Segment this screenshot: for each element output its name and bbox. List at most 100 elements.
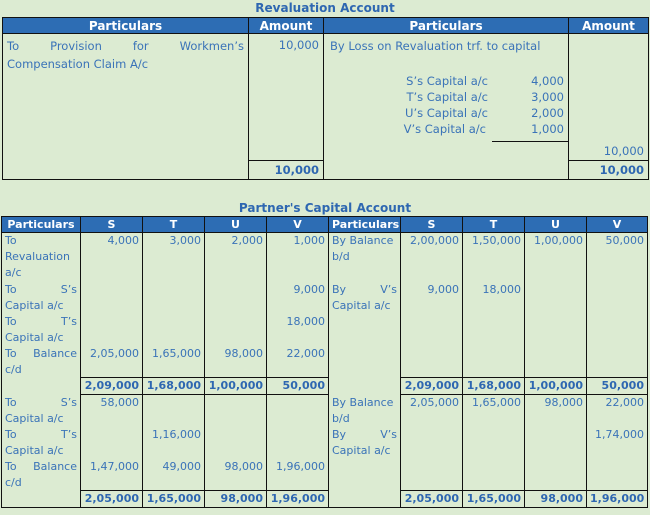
- amount-t: 1,16,000: [142, 426, 205, 459]
- amount-u: 98,000: [204, 345, 267, 378]
- total-u: 1,00,000: [524, 377, 587, 395]
- total-u: 1,00,000: [204, 377, 267, 395]
- empty-cell: [328, 490, 401, 508]
- empty-cell: [1, 377, 81, 395]
- amount-s: 58,000: [80, 394, 143, 427]
- amount-v: 22,000: [266, 345, 329, 378]
- amount-t: 49,000: [142, 458, 205, 491]
- credit-item: V’s Capital a/c 1,000: [330, 121, 568, 142]
- amount-u: [204, 394, 267, 427]
- amount-u: [204, 281, 267, 314]
- header-v-dr: V: [266, 216, 329, 233]
- table-row: To T’s Capital a/c 1,16,000 By V’s Capital…: [1, 426, 648, 491]
- header-amount-cr: Amount: [568, 17, 649, 34]
- amount-v: 18,000: [266, 313, 329, 346]
- item-amount: 1,000: [492, 121, 568, 142]
- credit-item: S’s Capital a/c 4,000: [330, 73, 568, 89]
- debit-particulars: To Provision for Workmen’s Compensation …: [2, 33, 249, 161]
- amount-t: 1,65,000: [142, 345, 205, 378]
- amount-s: 2,05,000: [400, 394, 463, 427]
- credit-total: 10,000: [568, 160, 649, 180]
- amount-v: 50,000: [586, 232, 648, 282]
- amount-u: [204, 426, 267, 459]
- header-t-cr: T: [462, 216, 525, 233]
- particulars: To T’s Capital a/c: [1, 426, 81, 459]
- total-s: 2,09,000: [80, 377, 143, 395]
- header-particulars-dr: Particulars: [2, 17, 249, 34]
- credit-particulars: By Loss on Revaluation trf. to capital S…: [323, 33, 569, 161]
- table-row: To Revaluation a/c 4,000 3,000 2,000 1,000…: [1, 232, 648, 282]
- total-u: 98,000: [204, 490, 267, 508]
- amount-s: [400, 426, 463, 491]
- total-v: 50,000: [586, 377, 648, 395]
- total-v: 50,000: [266, 377, 329, 395]
- total-t: 1,68,000: [142, 377, 205, 395]
- table-row: To Balance c/d 1,47,000 49,000 98,000 1,9…: [1, 458, 648, 491]
- empty-cell: [2, 160, 249, 180]
- amount-t: 3,000: [142, 232, 205, 282]
- total-s: 2,05,000: [80, 490, 143, 508]
- header-s-dr: S: [80, 216, 143, 233]
- total-v: 1,96,000: [586, 490, 648, 508]
- particulars: To Balance c/d: [1, 345, 81, 378]
- amount-s: 2,00,000: [400, 232, 463, 282]
- particulars: To Balance c/d: [1, 458, 81, 491]
- header-particulars-cr: Particulars: [323, 17, 569, 34]
- amount-v: 1,000: [266, 232, 329, 282]
- table-row: To T’s Capital a/c 18,000: [1, 313, 648, 346]
- header-u-cr: U: [524, 216, 587, 233]
- total-s: 2,09,000: [400, 377, 463, 395]
- total-row: 2,05,000 1,65,000 98,000 1,96,000 2,05,0…: [1, 490, 648, 508]
- amount-s: [80, 313, 143, 346]
- amount-t: [142, 394, 205, 427]
- amount-s: 4,000: [80, 232, 143, 282]
- particulars: To S’s Capital a/c: [1, 394, 81, 427]
- amount-v: 1,96,000: [266, 458, 329, 491]
- particulars: By Balance b/d: [328, 394, 401, 427]
- table-row: To S’s Capital a/c 58,000 By Balance b/d 2…: [1, 394, 648, 427]
- header-s-cr: S: [400, 216, 463, 233]
- total-u: 98,000: [524, 490, 587, 508]
- empty-cell: [1, 490, 81, 508]
- amount-s: 9,000: [400, 281, 463, 378]
- amount-t: 1,65,000: [462, 394, 525, 427]
- header-v-cr: V: [586, 216, 648, 233]
- amount-u: 1,00,000: [524, 232, 587, 282]
- credit-item: U’s Capital a/c 2,000: [330, 105, 568, 121]
- amount-u: 2,000: [204, 232, 267, 282]
- credit-amount-value: 10,000: [603, 144, 644, 158]
- revaluation-account-table: Particulars Amount Particulars Amount To…: [2, 17, 649, 180]
- amount-u: [524, 281, 587, 378]
- total-t: 1,65,000: [462, 490, 525, 508]
- amount-v: 22,000: [586, 394, 648, 427]
- amount-v: 1,74,000: [586, 426, 648, 491]
- debit-total: 10,000: [248, 160, 324, 180]
- amount-s: [80, 426, 143, 459]
- total-t: 1,65,000: [142, 490, 205, 508]
- table-row: To S’s Capital a/c 9,000 By V’s Capital a/…: [1, 281, 648, 378]
- item-label: V’s Capital a/c: [403, 122, 486, 136]
- amount-v: [586, 281, 648, 378]
- debit-line1: To Provision for Workmen’s: [7, 39, 244, 53]
- amount-t: [142, 313, 205, 346]
- capital-title: Partner's Capital Account: [238, 201, 412, 215]
- header-t-dr: T: [142, 216, 205, 233]
- total-t: 1,68,000: [462, 377, 525, 395]
- table-row: To Balance c/d 2,05,000 1,65,000 98,000 2…: [1, 345, 648, 378]
- particulars: To Revaluation a/c: [1, 232, 81, 282]
- particulars: To T’s Capital a/c: [1, 313, 81, 346]
- item-label: T’s Capital a/c: [406, 90, 488, 104]
- particulars: By V’s Capital a/c: [328, 281, 401, 378]
- header-particulars-cr: Particulars: [328, 216, 401, 233]
- amount-u: 98,000: [204, 458, 267, 491]
- amount-t: [462, 426, 525, 491]
- credit-amount: 10,000: [568, 33, 649, 161]
- empty-cell: [323, 160, 569, 180]
- amount-u: [524, 426, 587, 491]
- amount-s: 1,47,000: [80, 458, 143, 491]
- partners-capital-table: Particulars S T U V Particulars S T U V …: [1, 216, 648, 508]
- credit-item: T’s Capital a/c 3,000: [330, 89, 568, 105]
- total-v: 1,96,000: [266, 490, 329, 508]
- amount-s: [80, 281, 143, 314]
- amount-t: [142, 281, 205, 314]
